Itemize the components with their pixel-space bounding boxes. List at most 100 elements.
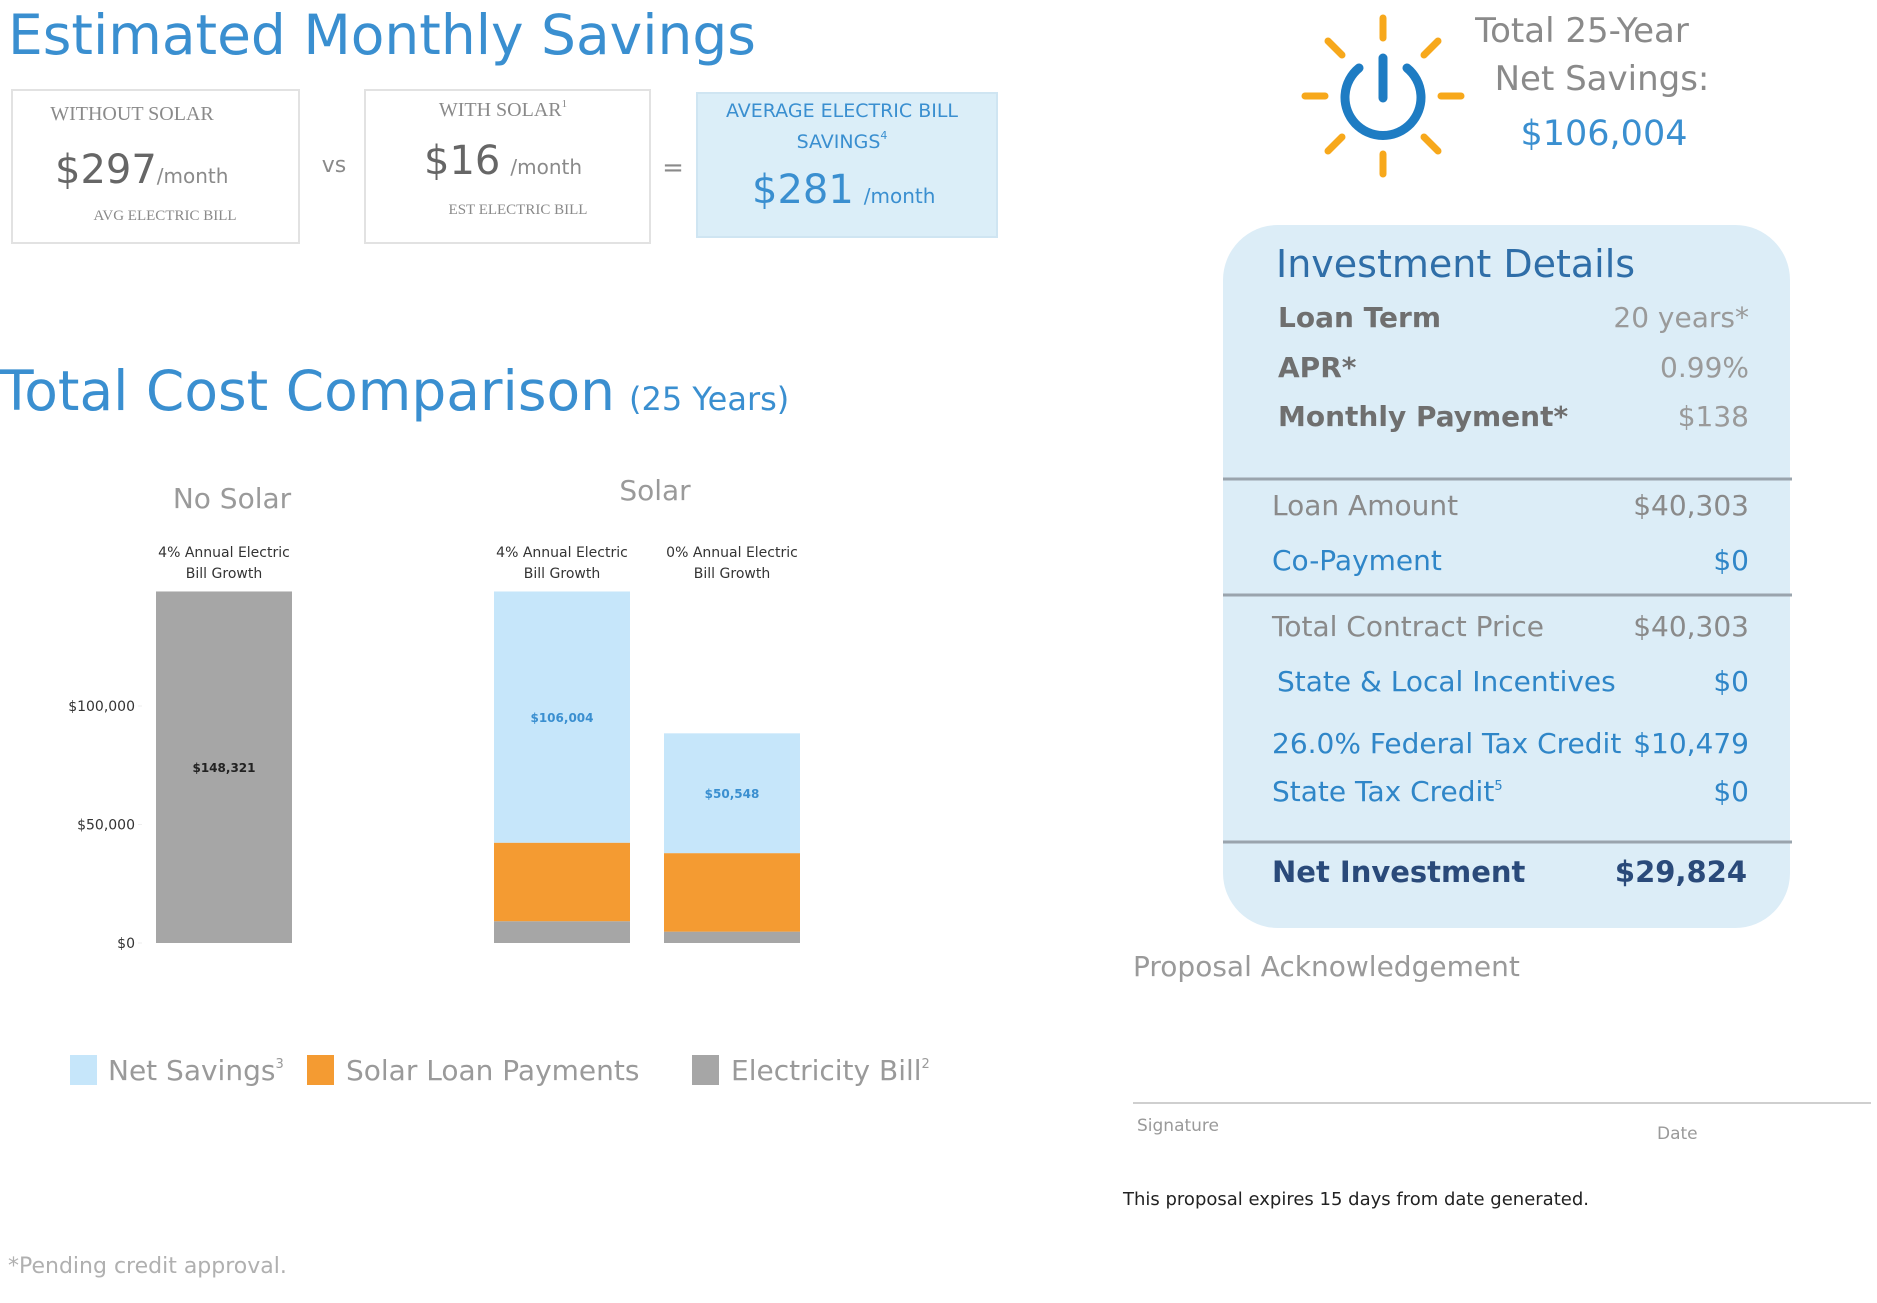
- legend-swatch: [70, 1055, 97, 1085]
- with-box: [364, 89, 651, 244]
- footnote: *Pending credit approval.: [8, 1254, 287, 1279]
- bar-segment: [494, 921, 630, 943]
- row-value: 20 years*: [1613, 301, 1749, 334]
- legend-name: Electricity Bill: [731, 1054, 922, 1087]
- sun-rays: [1301, 14, 1465, 178]
- comparison-title: Total Cost Comparison (25 Years): [0, 359, 789, 423]
- row-label-text: APR*: [1278, 351, 1357, 384]
- bar-segment: [664, 931, 800, 943]
- comparison-subtitle: (25 Years): [629, 380, 789, 418]
- row-value: $40,303: [1633, 489, 1749, 522]
- total-line-2: Net Savings:: [1495, 59, 1710, 99]
- row-label-text: State & Local Incentives: [1277, 665, 1616, 698]
- without-note: AVG ELECTRIC BILL: [93, 208, 236, 224]
- without-amount: $297: [55, 147, 157, 193]
- power-ring: [1340, 63, 1426, 140]
- row-label-text: Total Contract Price: [1271, 610, 1544, 643]
- bar-label: 0% Annual Electric: [666, 545, 798, 561]
- row-label: Total Contract Price: [1271, 610, 1544, 643]
- net-label: Net Investment: [1272, 855, 1526, 889]
- group-label: Solar: [619, 474, 691, 507]
- row-label-text: Monthly Payment*: [1278, 400, 1568, 433]
- comparison-title-text: Total Cost Comparison: [0, 359, 615, 423]
- row-label-text: Loan Amount: [1272, 489, 1458, 522]
- row-label-text: State Tax Credit: [1272, 775, 1494, 808]
- row-value: $40,303: [1633, 610, 1749, 643]
- row-label: APR*: [1278, 351, 1357, 384]
- with-label-line: WITH SOLAR1: [439, 98, 567, 121]
- bar-label: 4% Annual Electric: [496, 545, 628, 561]
- value-label: $50,548: [705, 787, 760, 801]
- with-note: EST ELECTRIC BILL: [449, 202, 588, 218]
- bar-segment: [494, 842, 630, 922]
- cost-chart: $0 $50,000 $100,000 No Solar Solar 4% Annual …: [68, 474, 930, 1087]
- average-amount-line: $281/month: [752, 167, 935, 213]
- row-label: 26.0% Federal Tax Credit: [1272, 727, 1621, 760]
- legend-swatch: [692, 1055, 719, 1085]
- value-label: $106,004: [530, 711, 593, 725]
- row-value: $138: [1678, 400, 1749, 433]
- row-label: Loan Amount: [1272, 489, 1458, 522]
- y-tick-label: $0: [117, 936, 135, 952]
- group-label: No Solar: [173, 482, 292, 515]
- signature-label: Signature: [1137, 1116, 1219, 1136]
- with-label: WITH SOLAR: [439, 99, 562, 121]
- value-label: $148,321: [192, 761, 255, 775]
- row-label-text: Co-Payment: [1272, 544, 1442, 577]
- vs: vs: [322, 153, 346, 178]
- ack-title: Proposal Acknowledgement: [1133, 950, 1520, 983]
- equals: =: [662, 153, 684, 183]
- legend-sup: 2: [922, 1057, 930, 1072]
- row-value: $0: [1713, 544, 1749, 577]
- row-value: 0.99%: [1660, 351, 1749, 384]
- with-sup: 1: [562, 98, 568, 110]
- average-amount: $281: [752, 167, 854, 213]
- total-line-1: Total 25-Year: [1474, 11, 1689, 51]
- without-amount-line: $297/month: [55, 147, 228, 193]
- without-label: WITHOUT SOLAR: [50, 103, 214, 125]
- without-box: [11, 89, 300, 244]
- without-unit: /month: [157, 164, 229, 188]
- bar-label: 4% Annual Electric: [158, 545, 290, 561]
- power-icon: [1301, 14, 1465, 178]
- row-label-text: 26.0% Federal Tax Credit: [1272, 727, 1621, 760]
- total-amount: $106,004: [1520, 114, 1687, 154]
- legend-entry: Electricity Bill2: [731, 1054, 930, 1087]
- row-sup: 5: [1494, 779, 1502, 794]
- row-label: Monthly Payment*: [1278, 400, 1568, 433]
- bar-label: Bill Growth: [186, 566, 262, 582]
- average-box: [696, 92, 998, 238]
- average-label-1: AVERAGE ELECTRIC BILL: [726, 100, 958, 122]
- legend-name: Solar Loan Payments: [346, 1054, 639, 1087]
- with-unit: /month: [510, 155, 582, 179]
- legend-sup: 3: [275, 1057, 283, 1072]
- row-value: $10,479: [1633, 727, 1749, 760]
- row-label: Loan Term: [1278, 301, 1441, 334]
- bar-segment: [664, 733, 800, 854]
- average-sup: 4: [880, 129, 887, 142]
- bar-segment: [494, 591, 630, 843]
- legend-entry: Solar Loan Payments: [346, 1054, 639, 1087]
- legend-name: Net Savings: [108, 1054, 275, 1087]
- legend-entry: Net Savings3: [108, 1054, 284, 1087]
- row-label: Co-Payment: [1272, 544, 1442, 577]
- bar-label: Bill Growth: [524, 566, 600, 582]
- row-value: $0: [1713, 775, 1749, 808]
- investment-title: Investment Details: [1276, 242, 1635, 286]
- with-amount: $16: [424, 138, 500, 184]
- net-value: $29,824: [1615, 855, 1747, 889]
- investment-rows: Loan Term 20 years* APR* 0.99% Monthly Payme…: [1271, 301, 1749, 889]
- average-unit: /month: [864, 184, 936, 208]
- date-label: Date: [1657, 1124, 1698, 1144]
- with-amount-line: $16/month: [424, 138, 582, 184]
- savings-title: Estimated Monthly Savings: [8, 3, 756, 67]
- row-label-text: Loan Term: [1278, 301, 1441, 334]
- y-tick-label: $100,000: [68, 699, 135, 715]
- investment-panel: [1223, 225, 1790, 928]
- bar-segment: [664, 853, 800, 932]
- expiry-note: This proposal expires 15 days from date …: [1122, 1189, 1589, 1210]
- row-label: State & Local Incentives: [1277, 665, 1616, 698]
- bar-label: Bill Growth: [694, 566, 770, 582]
